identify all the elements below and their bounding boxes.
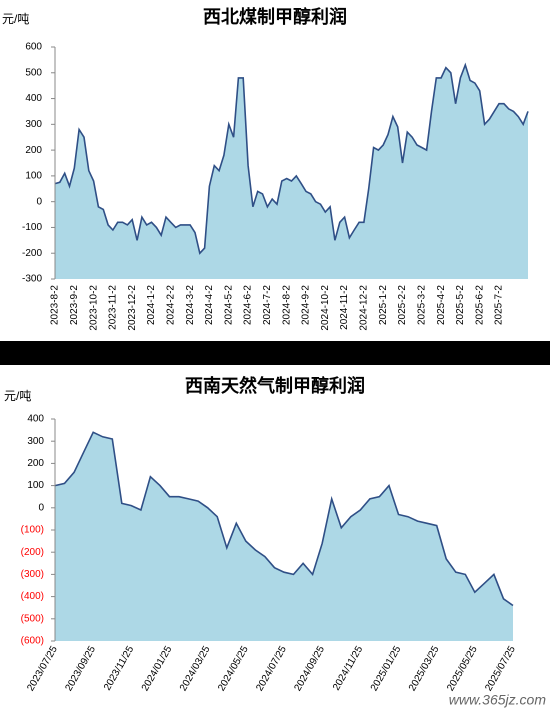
y-tick-label: (500) [21, 613, 44, 624]
y-tick-label: (300) [21, 569, 44, 580]
x-tick-label: 2023-9-2 [69, 285, 80, 325]
x-tick-label: 2024/01/25 [140, 644, 175, 693]
x-tick-label: 2025-3-2 [416, 285, 427, 325]
x-tick-label: 2023/09/25 [63, 644, 98, 693]
x-tick-label: 2025-2-2 [397, 285, 408, 325]
x-tick-label: 2025-7-2 [494, 285, 505, 325]
y-tick-label: (600) [21, 636, 44, 647]
line [54, 62, 529, 255]
y-tick-label: 500 [25, 67, 42, 78]
y-tick-label: 0 [38, 502, 44, 513]
chart-title: 西南天然气制甲醇利润 [185, 375, 365, 397]
x-tick-label: 2024-11-2 [339, 285, 350, 330]
x-tick-label: 2024-12-2 [359, 285, 370, 331]
y-tick-label: 200 [27, 458, 44, 469]
x-tick-label: 2024-5-2 [223, 285, 234, 325]
y-tick-label: -100 [22, 222, 42, 233]
x-tick-label: 2024-6-2 [243, 285, 254, 325]
y-tick-label: 300 [25, 119, 42, 130]
x-tick-label: 2023-10-2 [88, 285, 99, 331]
x-tick-label: 2025-1-2 [378, 285, 389, 325]
y-tick-label: 400 [25, 93, 42, 104]
x-tick-label: 2025-5-2 [455, 285, 466, 325]
x-tick-label: 2024-9-2 [301, 285, 312, 325]
y-tick-label: 600 [25, 42, 42, 53]
y-tick-label: (100) [21, 525, 44, 536]
area [55, 432, 513, 641]
x-tick-label: 2024-10-2 [320, 285, 331, 331]
x-tick-label: 2024-4-2 [204, 285, 215, 325]
x-tick-label: 2025/03/25 [407, 644, 442, 693]
x-tick-label: 2024/05/25 [216, 644, 251, 693]
line [54, 431, 514, 607]
x-tick-label: 2024-8-2 [281, 285, 292, 325]
chart-top: 西北煤制甲醇利润 元/吨 -300 -200 -100 0 100 200 300 400 500 6… [0, 0, 550, 341]
y-tick-label: 100 [25, 171, 42, 182]
y-axis-label: 元/吨 [2, 12, 29, 26]
watermark: www.365jz.com [449, 692, 547, 708]
x-tick-label: 2024-2-2 [165, 285, 176, 325]
x-tick-label: 2023-8-2 [50, 285, 61, 325]
y-tick-label: 0 [36, 196, 42, 207]
y-tick-label: 100 [27, 480, 44, 491]
y-tick-label: -300 [22, 274, 42, 285]
x-tick-label: 2023/11/25 [102, 644, 136, 693]
y-tick-label: (400) [21, 591, 44, 602]
x-tick-label: 2023-12-2 [127, 285, 138, 331]
y-axis-label: 元/吨 [4, 389, 31, 403]
x-tick-label: 2024-3-2 [185, 285, 196, 325]
x-tick-label: 2025/07/25 [483, 644, 518, 693]
x-tick-label: 2024-1-2 [146, 285, 157, 325]
y-tick-label: 300 [27, 436, 44, 447]
x-tick-label: 2023-11-2 [108, 285, 119, 330]
y-tick-label: (200) [21, 547, 44, 558]
y-tick-label: -200 [22, 248, 42, 259]
x-tick-label: 2024/03/25 [178, 644, 213, 693]
x-tick-label: 2025/05/25 [445, 644, 480, 693]
y-tick-label: 400 [27, 414, 44, 425]
x-tick-label: 2024/07/25 [254, 644, 289, 693]
x-tick-label: 2023/07/25 [25, 644, 60, 693]
x-tick-label: 2024/11/25 [331, 644, 365, 693]
y-tick-label: 200 [25, 145, 42, 156]
x-tick-label: 2024-7-2 [262, 285, 273, 325]
x-tick-label: 2024/09/25 [292, 644, 327, 693]
x-tick-label: 2025-4-2 [436, 285, 447, 325]
x-tick-label: 2025-6-2 [474, 285, 485, 325]
x-tick-label: 2025/01/25 [369, 644, 404, 693]
chart-title: 西北煤制甲醇利润 [203, 6, 347, 28]
